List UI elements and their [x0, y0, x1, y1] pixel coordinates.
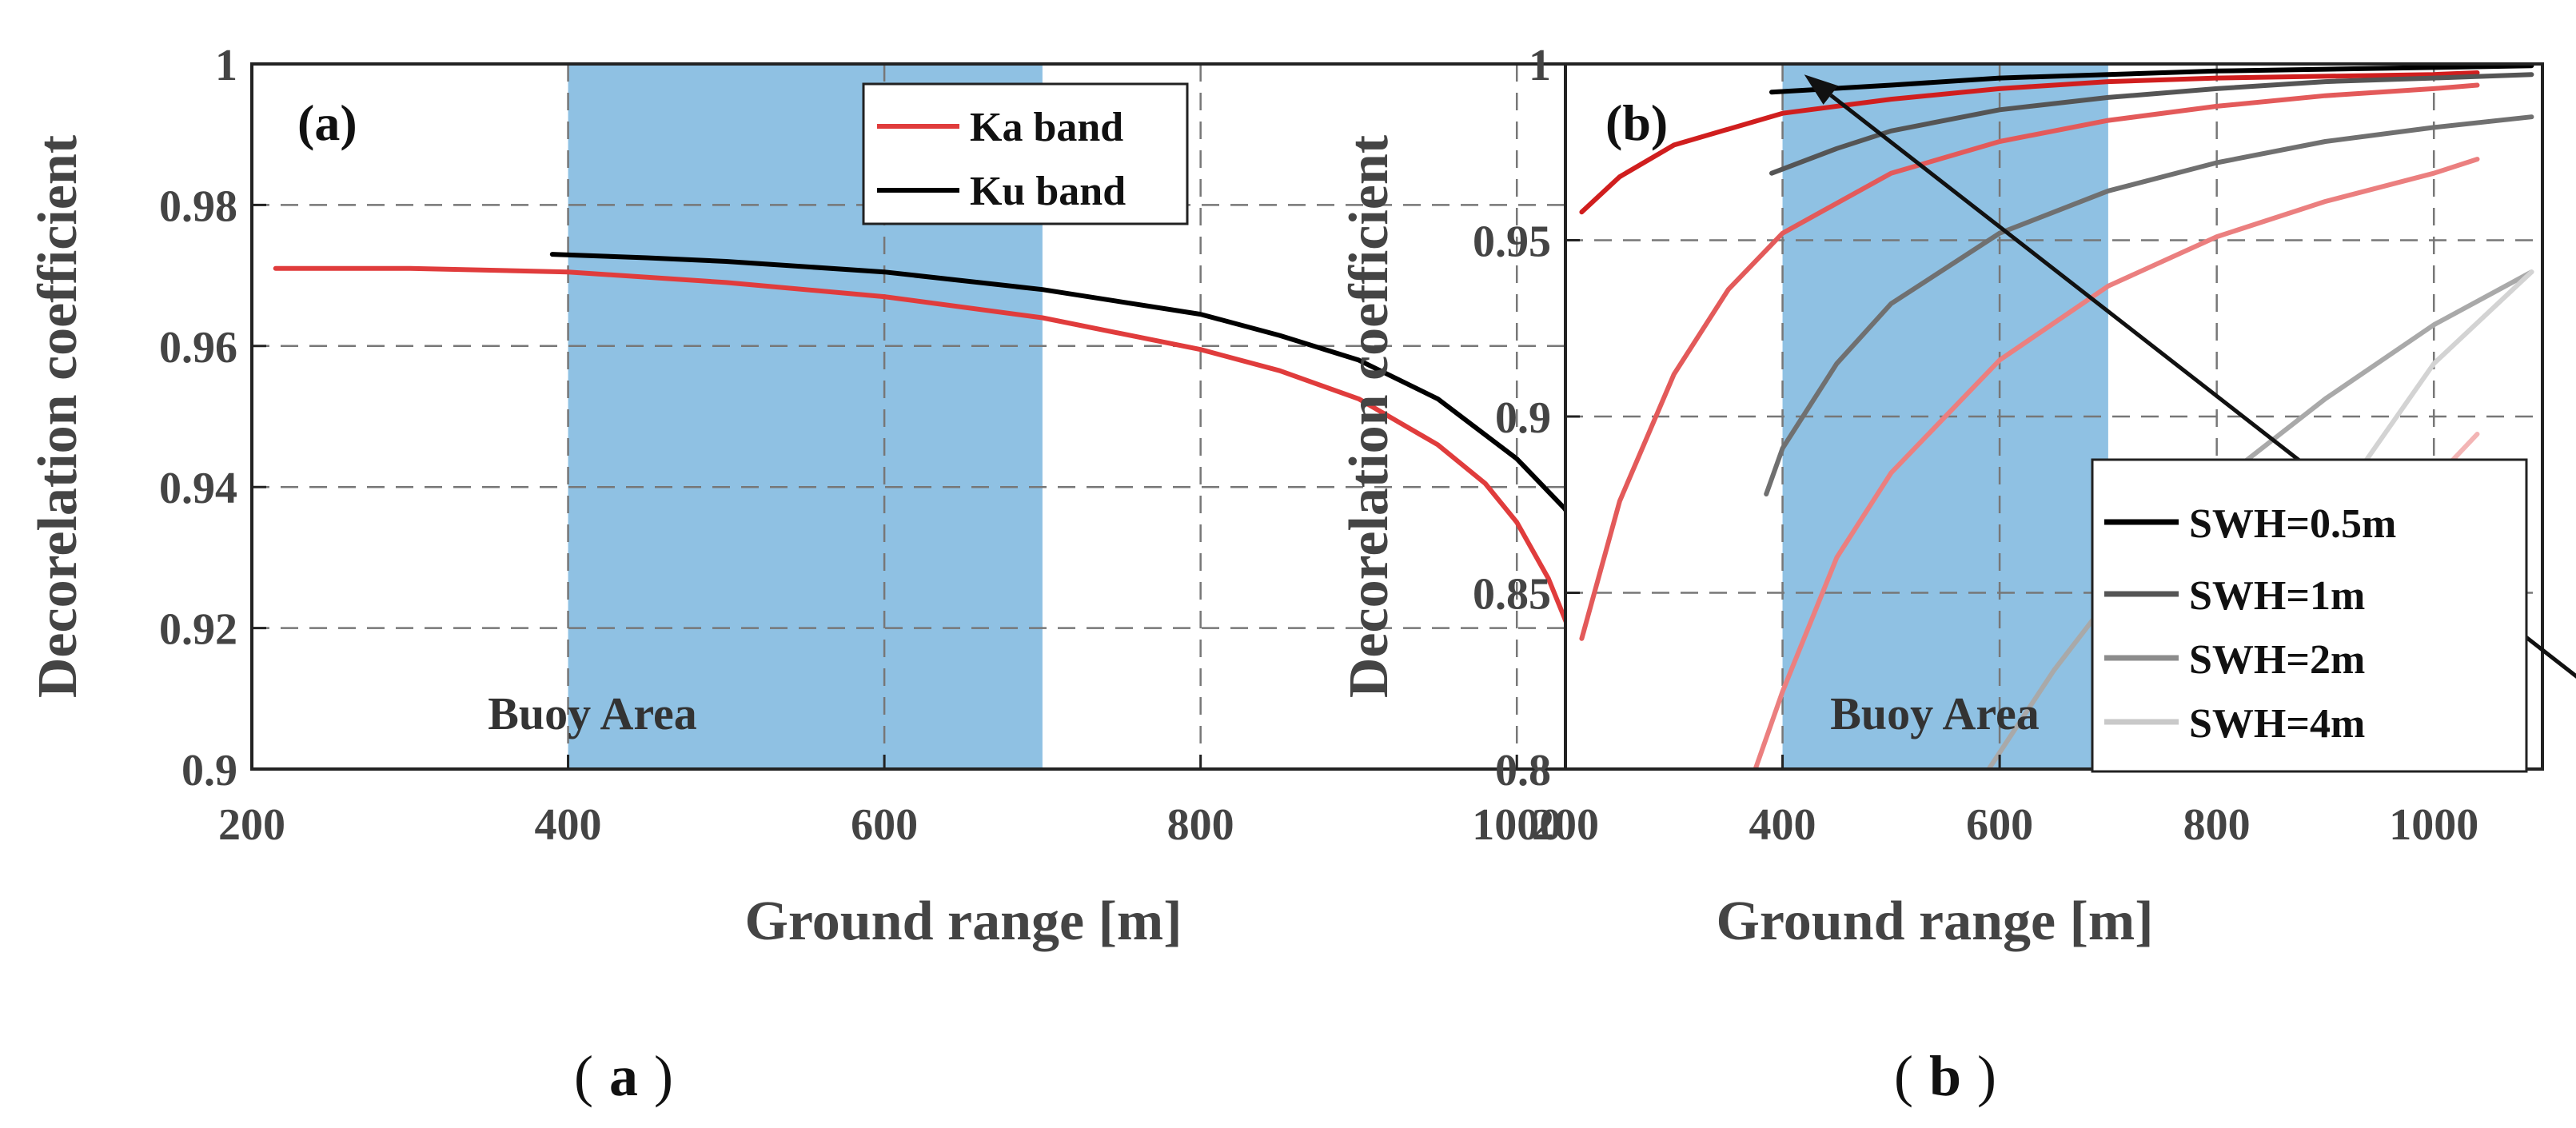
y-axis-label-a: Decorelation coefficient — [27, 135, 89, 698]
y-tick-label: 0.96 — [159, 323, 237, 373]
tick-marks-a — [250, 62, 1518, 771]
series-line-swh-2m-ka — [1753, 157, 2480, 769]
legend-label-swh-4m: SWH=4m — [2189, 701, 2365, 747]
x-tick-label: 800 — [1167, 800, 1234, 850]
series-line-ka-band — [273, 265, 1583, 659]
buoy-area-label-b: Buoy Area — [1830, 688, 2040, 739]
x-tick-label: 400 — [535, 800, 602, 850]
chart-panel-b: 200 400 600 800 1000 0.8 0.85 0.9 0.95 1… — [1338, 41, 2576, 952]
legend-label-ku: Ku band — [970, 169, 1126, 214]
legend-label-swh-2m: SWH=2m — [2189, 637, 2365, 683]
series-line-swh-2m-ku — [1764, 114, 2534, 496]
x-tick-label: 800 — [2183, 800, 2251, 850]
y-tick-label: 1 — [1529, 41, 1551, 90]
legend-b: SWH=0.5m SWH=1m SWH=2m SWH=4m — [2091, 458, 2528, 773]
x-axis-label-b: Ground range [m] — [1716, 891, 2153, 952]
buoy-area-label-a: Buoy Area — [488, 688, 697, 739]
subcaption-a: ( a ) — [574, 1044, 673, 1108]
chart-panel-a: 200 400 600 800 1000 0.9 0.92 0.94 0.96 … — [27, 41, 1677, 952]
y-tick-label: 0.8 — [1495, 746, 1551, 795]
y-tick-label: 0.94 — [159, 464, 237, 513]
subcaption-open-paren-a: ( — [574, 1044, 593, 1108]
x-tick-label: 600 — [1966, 800, 2033, 850]
y-tick-label: 0.9 — [1495, 393, 1551, 443]
subcaption-b: ( b ) — [1894, 1044, 1996, 1108]
y-tick-label: 1 — [215, 41, 237, 90]
y-axis-label-b: Decorelation coefficient — [1338, 135, 1400, 698]
legend-label-swh-0-5m: SWH=0.5m — [2189, 501, 2396, 547]
trend-arrow-head — [1804, 74, 1839, 105]
panel-label-a: (a) — [297, 94, 357, 151]
x-axis-label-a: Ground range [m] — [744, 891, 1182, 952]
y-tick-label: 0.9 — [181, 746, 237, 795]
subcaption-close-paren-b: ) — [1977, 1044, 1996, 1108]
y-tick-label: 0.95 — [1473, 217, 1551, 267]
y-tick-label: 0.98 — [159, 181, 237, 231]
x-tick-label: 200 — [1532, 800, 1599, 850]
series-line-swh-0-5m-ka — [1579, 70, 2480, 215]
legend-label-swh-1m: SWH=1m — [2189, 573, 2365, 619]
x-tick-label: 1000 — [1472, 800, 1561, 850]
series-line-swh-1m-ku — [1769, 72, 2534, 176]
x-tick-label: 600 — [851, 800, 918, 850]
subcaption-letter-a: a — [609, 1044, 638, 1108]
y-tick-label: 0.85 — [1473, 570, 1551, 620]
series-line-swh-0-5m-ku — [1769, 64, 2534, 95]
panel-label-b: (b) — [1605, 94, 1668, 151]
subcaption-close-paren-a: ) — [654, 1044, 673, 1108]
series-line-swh-1m-ka — [1579, 82, 2480, 641]
subcaption-open-paren-b: ( — [1894, 1044, 1913, 1108]
subcaption-letter-b: b — [1929, 1044, 1961, 1108]
x-tick-label: 1000 — [2389, 800, 2478, 850]
legend-label-ka: Ka band — [970, 105, 1123, 150]
x-tick-label: 200 — [218, 800, 285, 850]
y-tick-label: 0.92 — [159, 605, 237, 655]
x-tick-label: 400 — [1749, 800, 1816, 850]
legend-box-a — [862, 82, 1189, 225]
legend-a: Ka band Ku band — [862, 82, 1189, 225]
